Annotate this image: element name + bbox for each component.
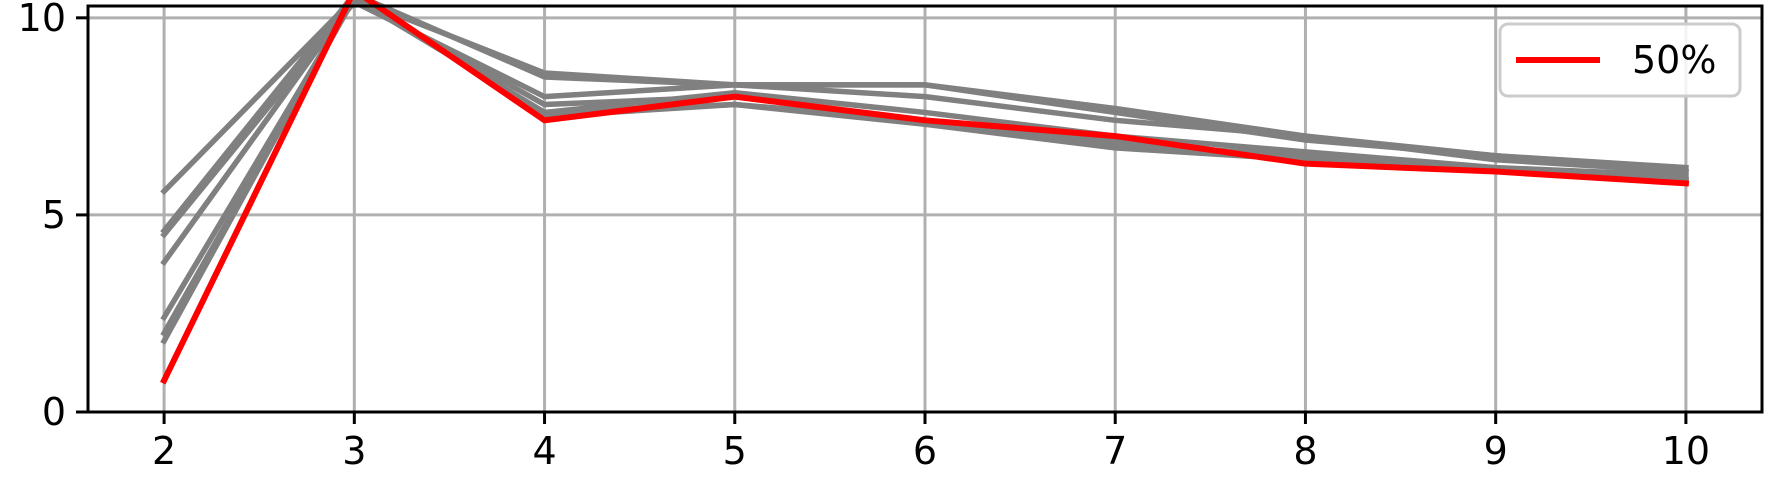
legend: 50%: [1498, 22, 1742, 98]
x-tick-label: 2: [152, 429, 176, 473]
y-tick-label: 0: [42, 390, 66, 434]
series-lines: [160, 0, 1690, 385]
x-tick-label: 8: [1293, 429, 1317, 473]
x-tick-label: 3: [342, 429, 366, 473]
x-tick-label: 4: [532, 429, 556, 473]
x-axis: 2 3 4 5 6 7 8 9 10: [152, 412, 1710, 473]
y-axis: 0 5 10: [18, 0, 88, 434]
series-line-median: [160, 0, 1690, 385]
y-tick-label: 5: [42, 193, 66, 237]
x-tick-label: 10: [1662, 429, 1710, 473]
x-tick-label: 6: [913, 429, 937, 473]
legend-label: 50%: [1632, 38, 1716, 82]
x-tick-label: 9: [1484, 429, 1508, 473]
y-tick-label: 10: [18, 0, 66, 40]
legend-box: [1498, 22, 1742, 98]
x-tick-label: 5: [723, 429, 747, 473]
x-tick-label: 7: [1103, 429, 1127, 473]
